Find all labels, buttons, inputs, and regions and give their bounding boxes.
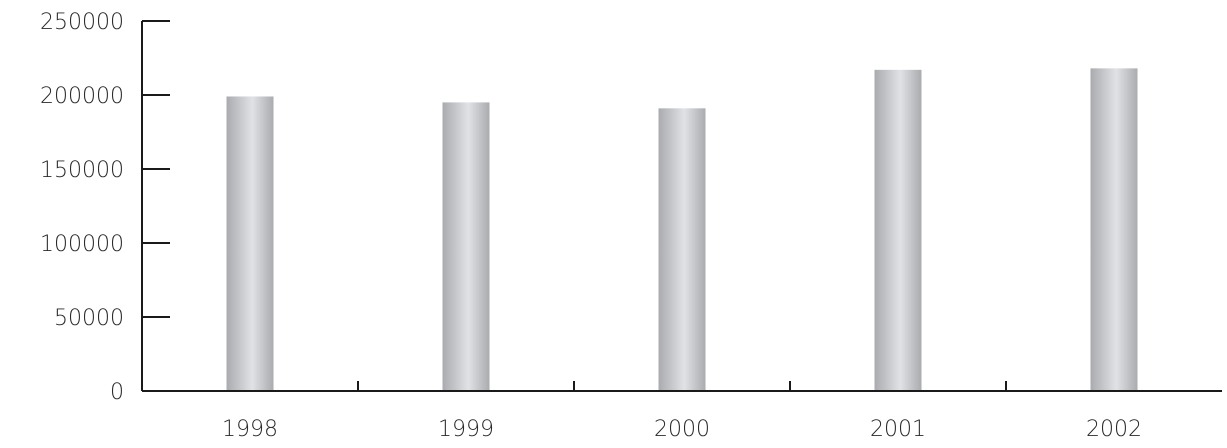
y-tick-label: 200000 (40, 84, 124, 109)
bar-2000 (658, 108, 706, 391)
bar-1998 (226, 96, 274, 391)
bar-2002 (1090, 68, 1138, 392)
y-tick-label: 0 (110, 380, 124, 405)
x-tick-label: 1999 (438, 417, 494, 442)
axes-group (141, 20, 1222, 392)
y-tick-label: 150000 (40, 158, 124, 183)
x-tick-label: 2002 (1086, 417, 1142, 442)
bar-2001 (874, 69, 922, 391)
labels-group: 0 50000 100000 150000 200000 250000 1998 1999 20… (40, 10, 1142, 442)
x-tick-label: 1998 (222, 417, 278, 442)
y-tick-label: 250000 (40, 10, 124, 35)
x-tick-label: 2001 (870, 417, 926, 442)
bar-1999 (442, 102, 490, 392)
y-tick-label: 100000 (40, 232, 124, 257)
y-tick-label: 50000 (54, 306, 124, 331)
x-tick-label: 2000 (654, 417, 710, 442)
bars-group (226, 68, 1138, 392)
